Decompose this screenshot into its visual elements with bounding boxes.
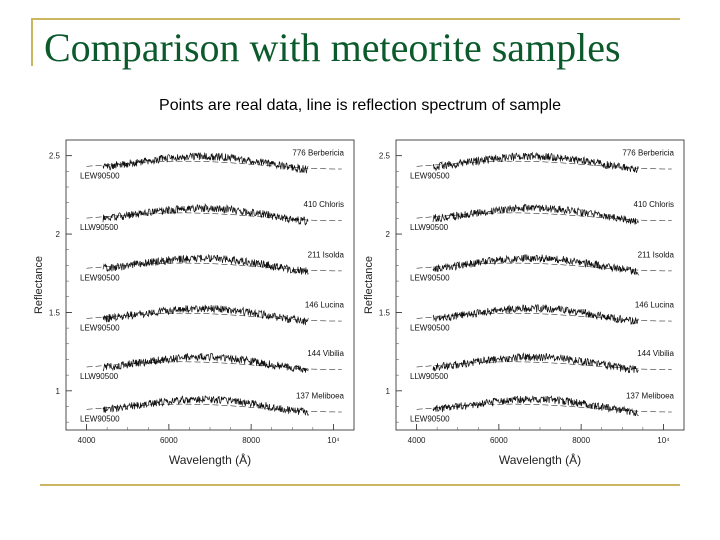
meteorite-label: LEW90500 <box>410 273 450 282</box>
meteorite-label: LLW90500 <box>80 372 119 381</box>
sample-line <box>416 212 672 221</box>
sample-line <box>86 361 342 370</box>
sample-line <box>86 312 342 322</box>
sample-line <box>86 212 342 221</box>
data-points <box>432 203 639 225</box>
sample-line <box>416 312 672 322</box>
slide-subtitle: Points are real data, line is reflection… <box>159 97 561 114</box>
y-tick-label: 2.5 <box>379 152 391 161</box>
asteroid-label: 144 Vibilia <box>307 349 344 358</box>
meteorite-label: LEW90500 <box>80 324 120 333</box>
x-axis-label: Wavelength (Å) <box>169 452 251 467</box>
meteorite-label: LLW90500 <box>410 372 449 381</box>
asteroid-label: 211 Isolda <box>308 250 345 259</box>
data-points <box>432 395 639 417</box>
asteroid-label: 410 Chloris <box>304 200 344 209</box>
data-points <box>432 303 639 325</box>
meteorite-label: LEW90500 <box>410 414 450 423</box>
x-tick-label: 8000 <box>242 436 260 445</box>
meteorite-label: LEW90500 <box>410 172 450 181</box>
plot-frame <box>65 139 355 431</box>
sample-line <box>86 262 342 272</box>
series-1: 776 Berbericia LEW90500 <box>80 149 345 181</box>
asteroid-label: 137 Meliboea <box>626 391 675 400</box>
asteroid-label: 137 Meliboea <box>296 391 345 400</box>
series-6: 137 Meliboea LEW90500 <box>410 391 675 423</box>
meteorite-label: LEW90500 <box>80 172 120 181</box>
y-tick-label: 2.5 <box>49 152 61 161</box>
series-4: 146 Lucina LEW90500 <box>410 301 675 333</box>
asteroid-label: 410 Chloris <box>634 200 674 209</box>
sample-line <box>416 403 672 413</box>
sample-line <box>416 160 672 170</box>
spectrum-chart-right: 1 1.5 2 2.5 4000 6000 8000 10⁴ Wavelength (Å) Ref… <box>363 139 685 467</box>
sample-line <box>86 403 342 413</box>
meteorite-label: LLW90500 <box>80 223 119 232</box>
data-points <box>102 352 309 373</box>
frame-accent-top <box>31 18 680 20</box>
data-points <box>102 394 309 416</box>
sample-line <box>86 160 342 170</box>
y-tick-label: 1 <box>56 387 61 396</box>
x-tick-label: 6000 <box>160 436 178 445</box>
y-axis-label: Reflectance <box>363 256 375 314</box>
frame-accent-vertical <box>31 18 33 66</box>
series-5: 144 Vibilia LLW90500 <box>410 349 675 381</box>
frame-accent-bottom <box>40 484 680 486</box>
series-4: 146 Lucina LEW90500 <box>80 301 345 333</box>
asteroid-label: 776 Berbericia <box>292 149 344 158</box>
asteroid-label: 144 Vibilia <box>637 349 674 358</box>
data-points <box>432 151 639 173</box>
series-3: 211 Isolda LEW90500 <box>410 250 675 282</box>
meteorite-label: LEW90500 <box>80 273 120 282</box>
spectrum-chart-left: 1 1.5 2 2.5 4000 6000 8000 10⁴ Wavelength (Å) Ref… <box>33 139 355 467</box>
asteroid-label: 211 Isolda <box>638 250 675 259</box>
x-tick-label: 10⁴ <box>657 436 670 445</box>
y-axis-label: Reflectance <box>33 256 45 314</box>
plot-frame <box>395 139 685 431</box>
series-2: 410 Chloris LLW90500 <box>80 200 344 232</box>
data-points <box>102 152 309 174</box>
meteorite-label: LLW90500 <box>410 223 449 232</box>
y-tick-label: 1.5 <box>49 308 61 317</box>
x-tick-label: 6000 <box>490 436 508 445</box>
x-tick-label: 4000 <box>78 436 96 445</box>
slide-title: Comparison with meteorite samples <box>44 25 621 70</box>
meteorite-label: LEW90500 <box>80 414 120 423</box>
asteroid-label: 146 Lucina <box>635 301 675 310</box>
y-tick-label: 2 <box>56 230 61 239</box>
asteroid-label: 776 Berbericia <box>622 149 674 158</box>
x-tick-label: 4000 <box>408 436 426 445</box>
y-tick-label: 1.5 <box>379 308 391 317</box>
series-6: 137 Meliboea LEW90500 <box>80 391 345 423</box>
series-5: 144 Vibilia LLW90500 <box>80 349 345 381</box>
x-tick-label: 10⁴ <box>327 436 340 445</box>
series-2: 410 Chloris LLW90500 <box>410 200 674 232</box>
x-tick-label: 8000 <box>572 436 590 445</box>
x-axis-label: Wavelength (Å) <box>499 452 581 467</box>
series-3: 211 Isolda LEW90500 <box>80 250 345 282</box>
sample-line <box>416 262 672 272</box>
y-tick-label: 2 <box>386 230 391 239</box>
asteroid-label: 146 Lucina <box>305 301 345 310</box>
data-points <box>102 253 309 275</box>
meteorite-label: LEW90500 <box>410 324 450 333</box>
sample-line <box>416 361 672 370</box>
series-1: 776 Berbericia LEW90500 <box>410 149 675 181</box>
data-points <box>432 352 639 374</box>
y-tick-label: 1 <box>386 387 391 396</box>
data-points <box>102 203 309 226</box>
data-points <box>432 254 639 276</box>
